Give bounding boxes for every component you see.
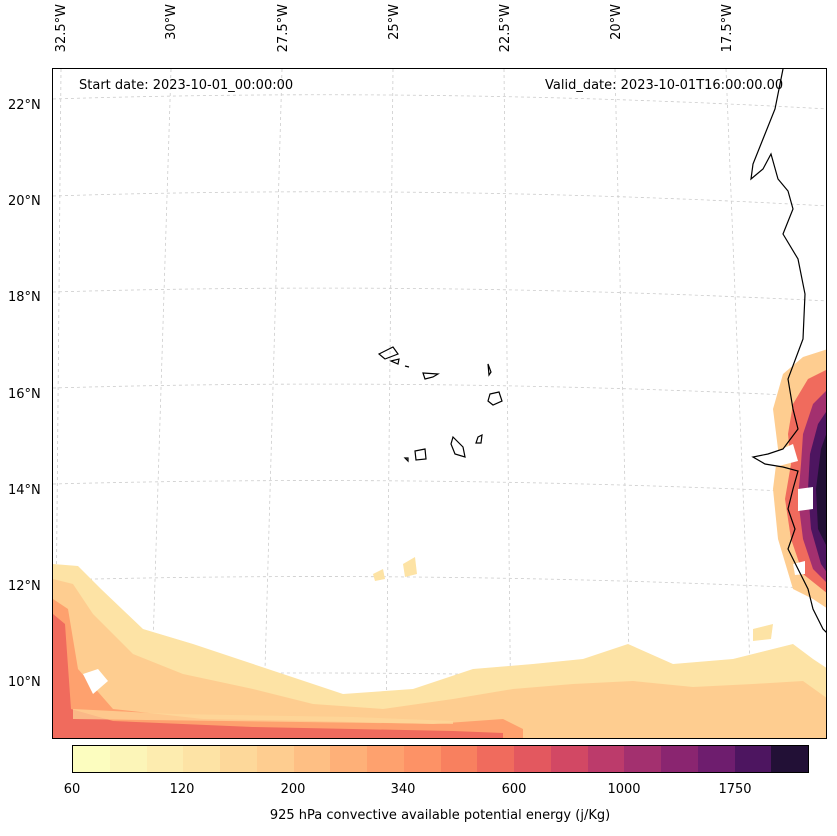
colorbar-swatch: [146, 746, 184, 772]
africa-coastline: [750, 69, 826, 633]
cape-field-coast: [753, 349, 826, 641]
cape-field-south: [53, 557, 826, 738]
colorbar-swatch: [734, 746, 772, 772]
colorbar-swatch: [293, 746, 331, 772]
lat-label-16n: 16°N: [8, 387, 41, 402]
colorbar-swatch: [73, 746, 110, 772]
colorbar-swatch: [477, 746, 514, 772]
colorbar-tick-1000: 1000: [607, 782, 641, 797]
colorbar-swatch: [440, 746, 478, 772]
colorbar-swatch: [220, 746, 257, 772]
lon-label-20w: 20°W: [609, 4, 624, 40]
lon-label-22-5w: 22.5°W: [498, 4, 513, 53]
colorbar-tick-60: 60: [63, 782, 81, 797]
colorbar-swatch: [514, 746, 551, 772]
colorbar-tick-200: 200: [280, 782, 306, 797]
colorbar-tick-120: 120: [169, 782, 195, 797]
colorbar-swatch: [624, 746, 661, 772]
start-date-label: Start date: 2023-10-01_00:00:00: [79, 78, 294, 93]
lon-label-27-5w: 27.5°W: [276, 4, 291, 53]
colorbar-swatch: [367, 746, 404, 772]
lat-label-12n: 12°N: [8, 579, 41, 594]
colorbar-swatch: [109, 746, 147, 772]
map-frame: [52, 68, 827, 739]
cape-verde-islands: [377, 346, 503, 463]
colorbar-title: 925 hPa convective available potential e…: [269, 808, 611, 823]
valid-date-label: Valid_date: 2023-10-01T16:00:00.00: [545, 78, 784, 93]
colorbar-swatch: [403, 746, 441, 772]
lat-label-18n: 18°N: [8, 290, 41, 305]
colorbar-tick-340: 340: [390, 782, 416, 797]
colorbar-swatch: [256, 746, 294, 772]
lon-label-25w: 25°W: [387, 4, 402, 40]
colorbar-tick-1750: 1750: [718, 782, 752, 797]
lon-label-17-5w: 17.5°W: [720, 4, 735, 53]
colorbar-swatch: [697, 746, 735, 772]
colorbar-swatch: [550, 746, 588, 772]
colorbar-swatch: [587, 746, 625, 772]
lat-label-20n: 20°N: [8, 194, 41, 209]
colorbar-swatch: [661, 746, 698, 772]
lat-label-22n: 22°N: [8, 98, 41, 113]
lat-label-10n: 10°N: [8, 675, 41, 690]
colorbar: [72, 745, 809, 773]
lon-label-30w: 30°W: [164, 4, 179, 40]
colorbar-tick-600: 600: [501, 782, 527, 797]
map-canvas: [53, 69, 826, 738]
lon-label-32-5w: 32.5°W: [54, 4, 69, 53]
colorbar-swatch: [183, 746, 220, 772]
colorbar-swatch: [330, 746, 367, 772]
lat-label-14n: 14°N: [8, 483, 41, 498]
colorbar-swatch: [771, 746, 808, 772]
